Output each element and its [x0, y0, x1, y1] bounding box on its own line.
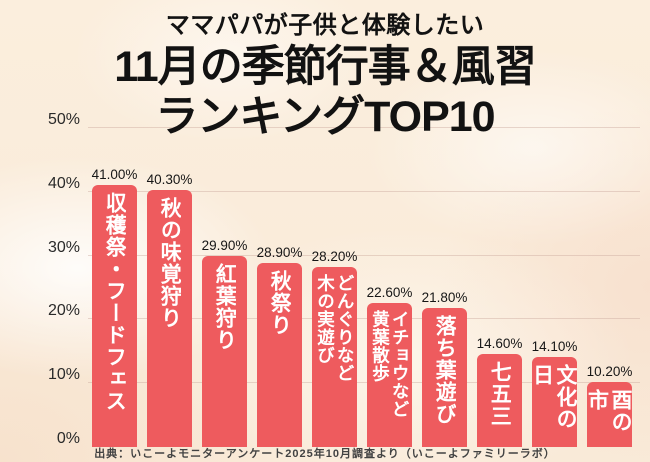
bar-5: 28.20% どんぐりなど 木の実遊び [312, 249, 357, 447]
bar-1: 41.00% 収穫祭・フードフェス [92, 167, 137, 447]
bar-value-label: 14.60% [476, 335, 523, 351]
bar-value-label: 29.90% [201, 238, 248, 254]
bar-category-label: 酉の市 [587, 388, 632, 433]
y-axis-tick-30: 30% [47, 238, 80, 256]
bar-category-label: イチョウなど 黄葉散歩 [370, 309, 410, 418]
y-axis-tick-20: 20% [47, 302, 80, 320]
bar-9: 14.10% 文化の日 [532, 339, 577, 447]
bar-10: 10.20% 酉の市 [587, 364, 632, 447]
bar-category-label: 秋の味覚狩り [158, 196, 182, 329]
bar-value-label: 28.20% [311, 249, 358, 265]
bar-category-label: 文化の日 [532, 364, 577, 431]
bar-6: 22.60% イチョウなど 黄葉散歩 [367, 285, 412, 447]
bar-2: 40.30% 秋の味覚狩り [147, 172, 192, 447]
y-axis-tick-0: 0% [56, 430, 80, 447]
gridline-50 [88, 127, 640, 128]
bar-category-label: 秋祭り [268, 269, 292, 336]
bar-category-label: 収穫祭・フードフェス [103, 192, 127, 413]
bar-category-label: 紅葉狩り [213, 263, 237, 352]
bar-3: 29.90% 紅葉狩り [202, 238, 247, 447]
bar-4: 28.90% 秋祭り [257, 245, 302, 447]
gridline-20 [88, 318, 640, 320]
title-subtitle: ママパパが子供と体験したい [165, 12, 485, 39]
bar-category-label: 落ち葉遊び [433, 314, 457, 425]
title-main-line1: 11月の季節行事＆風習 [114, 43, 536, 91]
bar-7: 21.80% 落ち葉遊び [422, 290, 467, 447]
gridline-40 [88, 190, 640, 192]
y-axis-tick-40: 40% [47, 174, 80, 192]
bar-value-label: 41.00% [91, 167, 138, 183]
bar-value-label: 21.80% [421, 289, 468, 305]
y-axis-tick-50: 50% [47, 111, 80, 128]
title-block: ママパパが子供と体験したい 11月の季節行事＆風習 ランキングTOP10 [0, 10, 650, 142]
bar-8: 14.60% 七五三 [477, 336, 522, 447]
y-axis-tick-10: 10% [47, 366, 80, 384]
bar-value-label: 14.10% [531, 339, 578, 355]
bar-value-label: 40.30% [146, 171, 193, 187]
bar-category-label: どんぐりなど 木の実遊び [315, 274, 355, 383]
gridline-30 [88, 254, 640, 256]
gridline-10 [88, 382, 640, 384]
source-note: 出典：いこーよモニターアンケート2025年10月調査より（いこーよファミリーラボ… [94, 448, 556, 460]
bar-value-label: 22.60% [366, 284, 413, 300]
plot-area: 0% 10% 20% 30% 40% 50% 41.00% 収穫祭・フードフェス 40.30% 秋… [48, 112, 640, 447]
bar-category-label: 七五三 [488, 360, 512, 427]
bar-value-label: 10.20% [586, 363, 633, 379]
title-main-line2: ランキングTOP10 [155, 93, 495, 141]
bar-value-label: 28.90% [256, 244, 303, 260]
